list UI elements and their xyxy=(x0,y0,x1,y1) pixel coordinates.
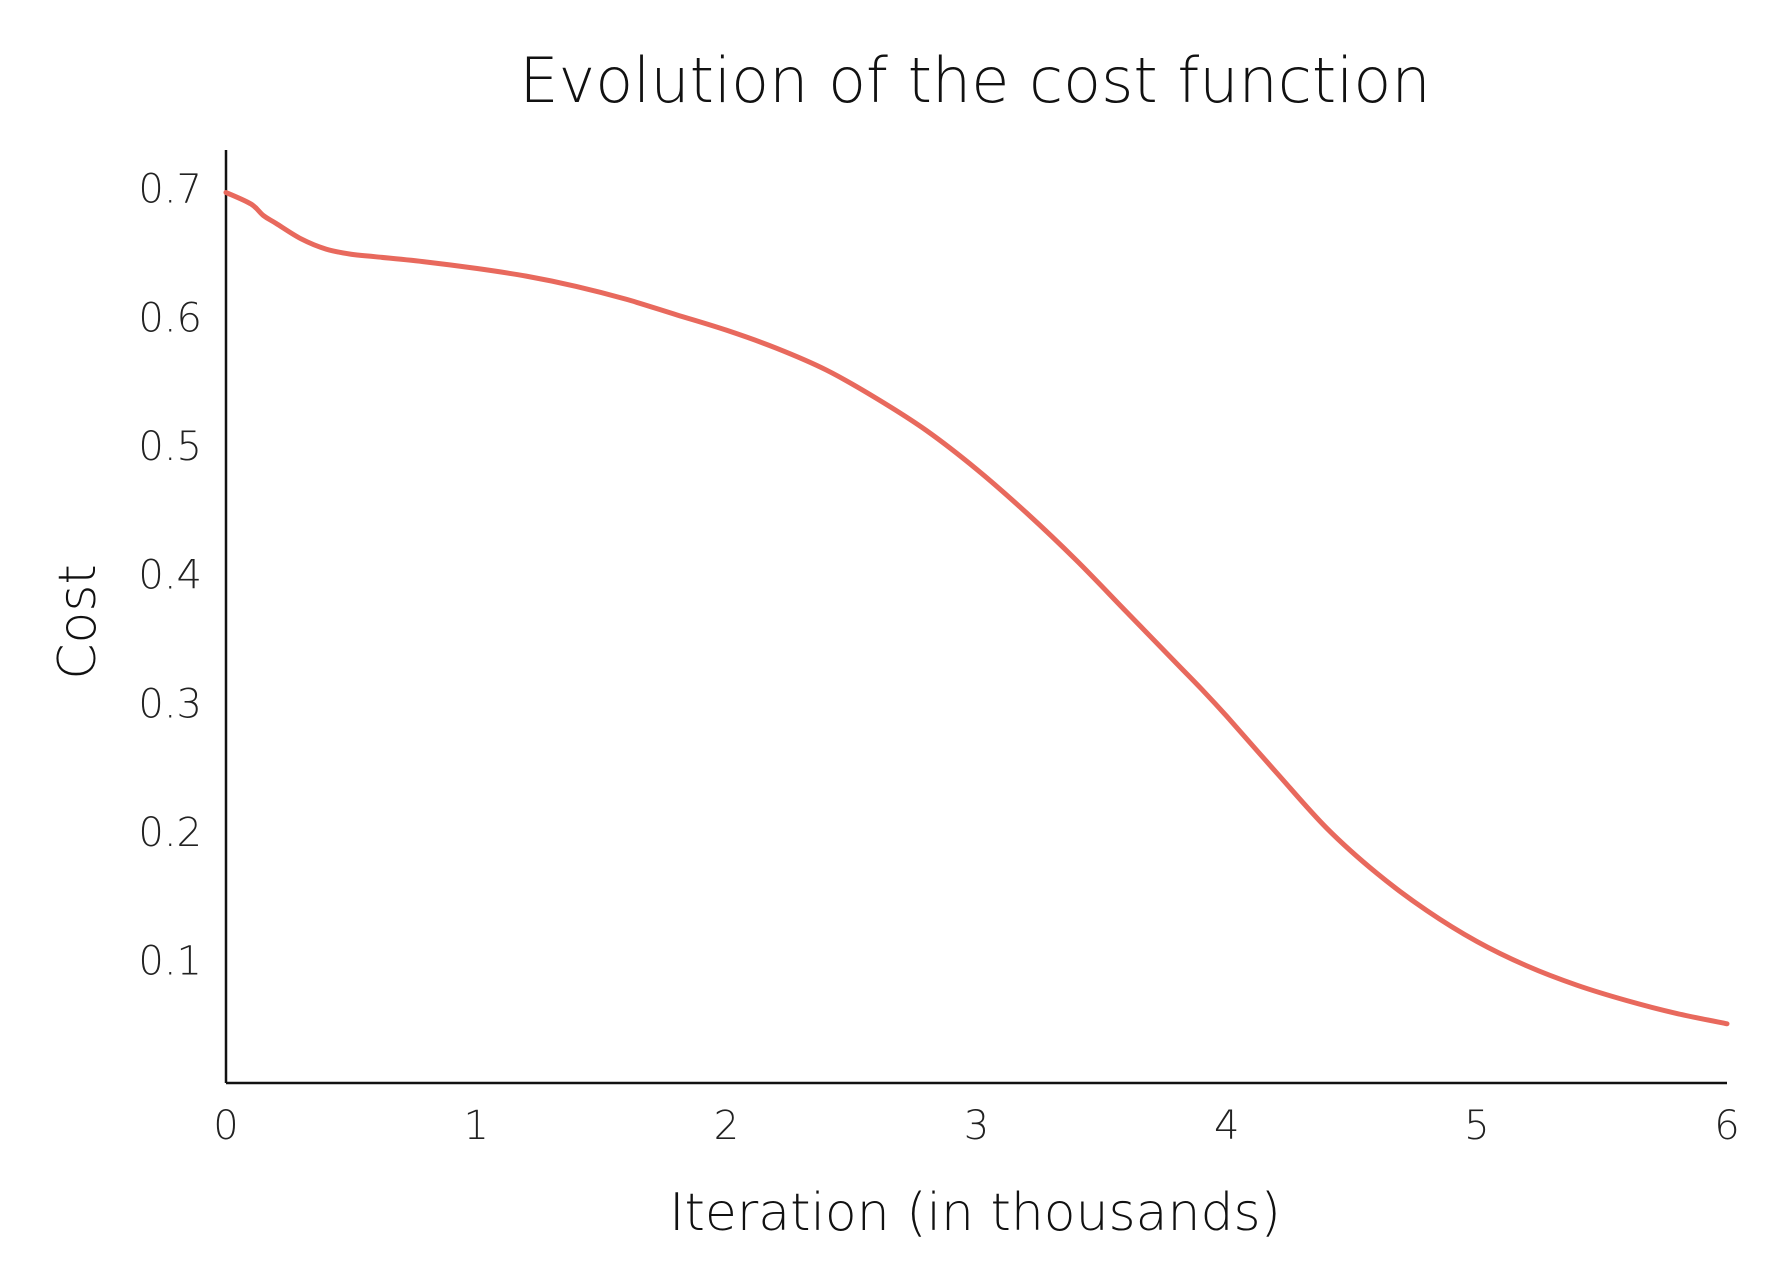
x-tick-labels: 0 1 2 3 4 5 6 xyxy=(213,1103,1739,1149)
chart-title: Evolution of the cost function xyxy=(519,44,1430,117)
x-tick-label: 4 xyxy=(1214,1103,1239,1149)
y-tick-label: 0.7 xyxy=(138,167,202,213)
x-tick-label: 5 xyxy=(1464,1103,1489,1149)
x-tick-label: 0 xyxy=(213,1103,238,1149)
y-tick-label: 0.4 xyxy=(138,553,202,599)
x-axis-label: Iteration (in thousands) xyxy=(669,1183,1281,1243)
y-tick-labels: 0.1 0.2 0.3 0.4 0.5 0.6 0.7 xyxy=(138,167,202,985)
x-tick-label: 2 xyxy=(714,1103,739,1149)
y-tick-label: 0.6 xyxy=(138,295,202,341)
y-tick-label: 0.1 xyxy=(138,939,202,985)
x-tick-label: 6 xyxy=(1714,1103,1739,1149)
y-tick-label: 0.2 xyxy=(138,810,202,856)
x-tick-label: 1 xyxy=(463,1103,488,1149)
series-layer xyxy=(223,189,1730,1027)
y-tick-label: 0.5 xyxy=(138,424,202,470)
y-tick-label: 0.3 xyxy=(138,681,202,727)
x-tick-label: 3 xyxy=(964,1103,989,1149)
y-axis-label: Cost xyxy=(48,564,108,680)
cost-series-line xyxy=(223,189,1730,1027)
